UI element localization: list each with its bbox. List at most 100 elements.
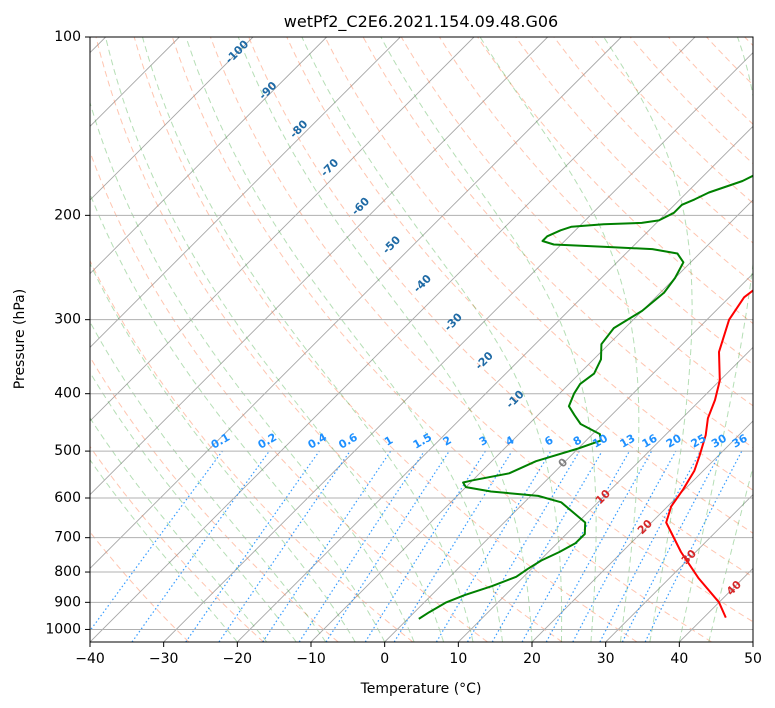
- dry-adiabat-line: [133, 37, 638, 642]
- plot-frame: [89, 36, 754, 643]
- mixing-ratio-label: 16: [640, 431, 660, 450]
- dry-adiabat-line: [248, 37, 753, 578]
- moist-adiabat-line: [90, 192, 386, 642]
- moist-adiabat-line: [90, 417, 268, 642]
- dry-adiabat-line: [324, 37, 753, 491]
- moist-adiabat-line: [105, 37, 445, 642]
- isotherm-line: [752, 641, 753, 642]
- isotherm-line: [90, 37, 401, 348]
- profile-series: [418, 174, 753, 620]
- mixing-ratio-line: [131, 450, 270, 642]
- x-tick-label: −20: [223, 651, 253, 667]
- y-tick-label: 200: [54, 207, 81, 223]
- y-tick-label: 900: [54, 594, 81, 610]
- isotherm-line: [90, 37, 548, 496]
- dry-adiabat-line: [706, 37, 753, 86]
- x-axis-label: Temperature (°C): [360, 681, 482, 697]
- isotherm-label: -50: [380, 233, 403, 256]
- isotherm-line: [90, 37, 475, 422]
- dry-adiabat-line: [362, 37, 753, 449]
- moist-adiabat-line: [237, 37, 533, 642]
- x-axis-ticks: −40 −30 −20 −10 0 10 20 30 40 50: [75, 642, 762, 667]
- dry-adiabat-line: [171, 37, 712, 642]
- x-tick-label: −10: [296, 651, 326, 667]
- isotherm-label: -70: [318, 156, 341, 179]
- moist-adiabat-line: [90, 100, 415, 642]
- isotherm-line: [90, 37, 622, 569]
- dry-adiabat-line: [438, 37, 753, 366]
- pressure-gridlines: [90, 37, 753, 630]
- mixing-ratio-line: [364, 450, 486, 642]
- moist-adiabat-line: [90, 320, 327, 642]
- isotherm-line: [605, 494, 753, 642]
- x-tick-label: 30: [597, 651, 615, 667]
- isotherm-line: [310, 199, 753, 642]
- dry-adiabat-label: 30: [679, 547, 699, 567]
- moist-adiabat-line: [90, 262, 356, 642]
- y-tick-label: 500: [54, 443, 81, 459]
- moist-adiabat-line: [141, 37, 474, 642]
- dry-adiabat-line: [90, 531, 190, 642]
- x-tick-label: 20: [523, 651, 541, 667]
- isotherm-label: -40: [411, 272, 434, 295]
- mixing-ratio-label: 4: [503, 433, 516, 448]
- mixing-ratio-line: [545, 450, 653, 642]
- isotherm-line: [90, 37, 696, 642]
- isotherm-label: -90: [256, 79, 279, 102]
- y-tick-label: 1000: [45, 621, 81, 637]
- dry-adiabat-line: [210, 37, 753, 623]
- dry-adiabat-line: [553, 37, 753, 244]
- dry-adiabat-line: [400, 37, 753, 407]
- x-tick-label: 50: [744, 651, 762, 667]
- moist-adiabat-line: [90, 371, 297, 642]
- isotherm-line: [384, 273, 753, 642]
- temperature-profile: [665, 289, 753, 619]
- mixing-ratio-label: 6: [542, 433, 555, 448]
- chart-title: wetPf2_C2E6.2021.154.09.48.G06: [284, 12, 558, 32]
- dry-adiabat-line: [90, 356, 339, 642]
- mixing-ratio-line: [393, 450, 513, 642]
- mixing-ratio-label: 0.4: [306, 430, 330, 451]
- mixing-ratio-line: [185, 450, 320, 642]
- y-axis-ticks: 100 200 300 400 500 600 700 800 900 1000: [45, 29, 90, 637]
- y-axis-label: Pressure (hPa): [12, 289, 28, 389]
- isotherm-line: [90, 37, 327, 275]
- y-tick-label: 300: [54, 312, 81, 328]
- dry-adiabat-line: [744, 37, 753, 47]
- mixing-ratio-line: [521, 450, 631, 642]
- background-lines: [90, 37, 753, 642]
- mixing-ratio-line: [218, 450, 351, 642]
- mixing-ratio-label: 3: [477, 434, 490, 449]
- isotherm-line: [458, 346, 753, 642]
- moist-adiabat-line: [301, 37, 563, 642]
- moist-adiabat-line: [380, 37, 597, 642]
- x-tick-label: 0: [380, 651, 389, 667]
- x-tick-label: −30: [149, 651, 179, 667]
- y-tick-label: 100: [54, 29, 81, 45]
- moist-adiabat-line: [708, 465, 753, 642]
- mixing-ratio-label: 10: [590, 431, 610, 450]
- isotherm-line: [237, 125, 753, 642]
- isotherm-line: [531, 420, 753, 642]
- mixing-ratio-label: 2: [441, 434, 454, 449]
- dry-adiabat-label: 20: [635, 517, 655, 537]
- moist-adiabat-line: [678, 37, 753, 642]
- y-tick-label: 700: [54, 530, 81, 546]
- dry-adiabat-line: [286, 37, 753, 534]
- mixing-ratio-line: [325, 450, 450, 642]
- dry-adiabat-line: [515, 37, 753, 284]
- dry-adiabat-line: [591, 37, 753, 204]
- dry-adiabat-line: [90, 259, 414, 642]
- mixing-ratio-label: 0.6: [336, 430, 360, 451]
- dry-adiabat-line: [90, 150, 488, 642]
- y-tick-label: 800: [54, 564, 81, 580]
- moist-adiabat-line: [185, 37, 503, 642]
- dry-adiabat-line: [95, 37, 563, 642]
- mixing-ratio-label: 20: [664, 431, 684, 450]
- mixing-ratio-line: [644, 450, 743, 642]
- mixing-ratio-label: 1: [382, 434, 395, 449]
- y-tick-label: 600: [54, 490, 81, 506]
- mixing-ratio-label: 0.1: [209, 431, 232, 452]
- dry-adiabat-label: 0: [556, 455, 571, 470]
